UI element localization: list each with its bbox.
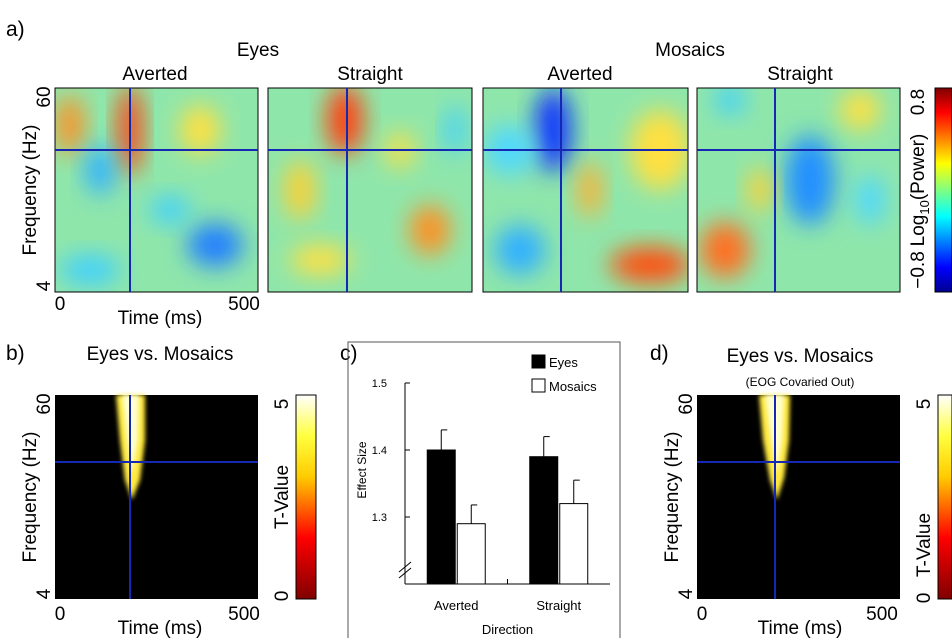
colorbar-label: Log10(Power) xyxy=(908,134,932,247)
x-tick-label: 500 xyxy=(228,294,260,315)
heatmap-blob xyxy=(410,205,450,255)
panel-label: d) xyxy=(650,342,669,365)
legend-swatch xyxy=(531,354,546,369)
heatmap xyxy=(483,88,688,292)
colorbar-label: T-Value xyxy=(914,513,935,577)
heatmap-blob xyxy=(700,222,750,278)
heatmap-blob xyxy=(56,95,84,155)
heatmap-border xyxy=(482,87,689,293)
heatmap-blob xyxy=(290,245,350,275)
heatmap-blob xyxy=(840,90,880,130)
heatmap-blob xyxy=(748,168,772,212)
heatmap-border xyxy=(696,87,901,293)
colorbar-tick-label: 5 xyxy=(272,399,293,410)
colorbar xyxy=(934,87,952,293)
heatmap-blob xyxy=(187,223,243,267)
panel-title: Eyes vs. Mosaics xyxy=(87,344,234,365)
legend-label: Eyes xyxy=(549,355,578,370)
axis-break xyxy=(398,561,412,573)
colorbar xyxy=(937,394,952,600)
heatmap xyxy=(55,88,258,292)
condition-title: Averted xyxy=(122,64,187,85)
heatmap-blob xyxy=(445,105,465,155)
group-title: Mosaics xyxy=(655,40,725,61)
colorbar-tick-label: 0 xyxy=(914,593,935,604)
x-tick-label: Straight xyxy=(536,598,581,613)
panel-label: a) xyxy=(6,18,25,41)
bar xyxy=(529,456,559,585)
condition-title: Straight xyxy=(767,64,833,85)
bar xyxy=(456,523,486,585)
x-tick-label: 500 xyxy=(228,604,260,625)
heatmap-blob xyxy=(535,88,571,172)
bar xyxy=(559,503,589,585)
legend-label: Mosaics xyxy=(549,379,597,394)
y-axis-label: Frequency (Hz) xyxy=(20,432,41,563)
condition-title: Straight xyxy=(337,64,403,85)
heatmap-blob xyxy=(327,88,363,155)
bar xyxy=(426,449,456,585)
y-axis-label: Effect Size xyxy=(355,441,369,498)
colorbar-label: T-Value xyxy=(272,465,293,529)
x-tick-label: 0 xyxy=(55,604,66,625)
heatmap-blob xyxy=(785,135,835,225)
heatmap-blob xyxy=(180,105,220,155)
x-axis-label: Direction xyxy=(482,622,533,637)
y-tick-label: 1.3 xyxy=(372,512,387,524)
condition-title: Averted xyxy=(547,64,612,85)
group-title: Eyes xyxy=(237,40,279,61)
t-map xyxy=(55,395,258,599)
colorbar-tick-label: −0.8 xyxy=(908,251,929,289)
heatmap-blob xyxy=(855,175,885,225)
bar-chart: 1.3 1.4 1.5 Averted Straight Eyes Mosaics Direc… xyxy=(355,354,610,637)
panel-subtitle: (EOG Covaried Out) xyxy=(746,375,855,389)
heatmap-blob xyxy=(715,88,745,115)
x-tick-label: 0 xyxy=(55,294,66,315)
y-tick-label: 1.5 xyxy=(372,378,387,390)
y-tick-label: 4 xyxy=(676,588,697,599)
y-axis-label: Frequency (Hz) xyxy=(20,125,41,256)
y-tick-label: 1.4 xyxy=(372,445,387,457)
y-tick-label: 4 xyxy=(34,588,55,599)
legend-swatch xyxy=(531,378,546,393)
colorbar-tick-label: 5 xyxy=(914,399,935,410)
panel-label: c) xyxy=(340,342,358,365)
colorbar xyxy=(295,394,317,600)
x-tick-label: Averted xyxy=(434,598,479,613)
panel-label: b) xyxy=(6,342,25,365)
axis-break xyxy=(398,567,412,579)
heatmap-blob xyxy=(285,160,315,220)
heatmap xyxy=(268,88,472,292)
x-tick-label: 0 xyxy=(697,604,708,625)
y-axis-label: Frequency (Hz) xyxy=(662,432,683,563)
x-axis-label: Time (ms) xyxy=(118,618,203,638)
heatmap-blob xyxy=(150,196,190,224)
x-axis-label: Time (ms) xyxy=(118,308,203,329)
y-tick-label: 4 xyxy=(34,280,55,291)
heatmap-blob xyxy=(578,162,602,218)
t-map xyxy=(697,395,900,599)
colorbar-tick-label: 0 xyxy=(272,591,293,602)
heatmap-blob xyxy=(85,145,115,195)
x-tick-label: 500 xyxy=(866,604,898,625)
y-tick-label: 60 xyxy=(34,86,55,107)
y-tick-label: 60 xyxy=(676,393,697,414)
panel-title: Eyes vs. Mosaics xyxy=(727,346,874,367)
heatmap-border xyxy=(267,87,473,293)
x-axis-label: Time (ms) xyxy=(758,618,843,638)
heatmap-blob xyxy=(60,255,120,285)
heatmap-blob xyxy=(495,225,545,275)
heatmap-border xyxy=(54,87,259,293)
colorbar-tick-label: 0.8 xyxy=(908,89,929,115)
y-tick-label: 60 xyxy=(34,393,55,414)
heatmaps xyxy=(54,87,901,293)
heatmap xyxy=(697,88,900,292)
heatmap-blob xyxy=(610,247,688,283)
